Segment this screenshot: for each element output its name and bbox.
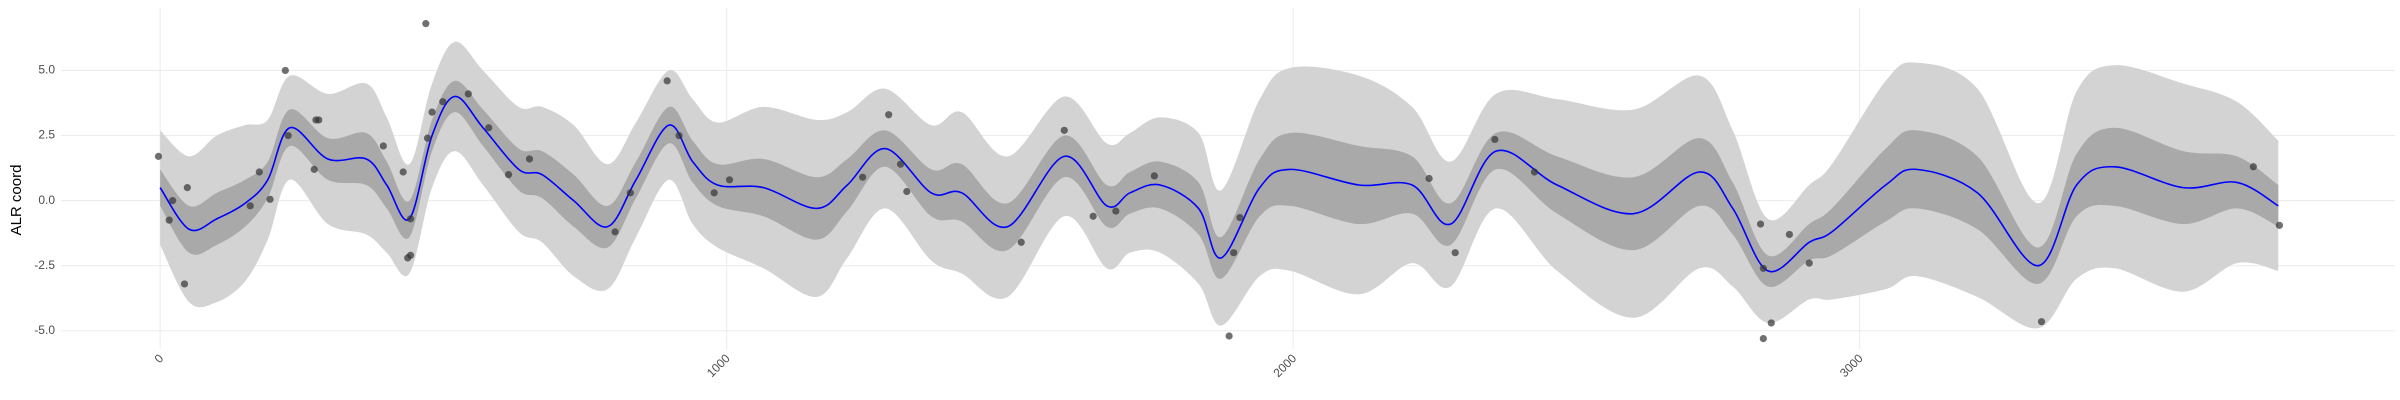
data-point — [1112, 207, 1120, 215]
data-point — [1060, 126, 1068, 134]
x-tick-label: 0 — [152, 351, 167, 366]
data-point — [439, 98, 447, 106]
data-point — [281, 66, 289, 75]
data-point — [1017, 238, 1025, 246]
data-point — [1756, 220, 1765, 228]
data-point — [423, 134, 432, 142]
data-point — [255, 168, 263, 176]
data-point — [504, 170, 513, 179]
y-tick-label: 5.0 — [38, 63, 55, 77]
data-point — [1425, 174, 1433, 183]
data-point — [859, 173, 867, 181]
x-tick-label: 3000 — [1837, 351, 1866, 380]
data-point — [710, 189, 718, 197]
data-point — [2249, 163, 2257, 171]
data-point — [169, 197, 177, 205]
data-point — [1785, 230, 1794, 239]
x-tick-label: 1000 — [704, 351, 733, 380]
data-point — [903, 187, 911, 196]
data-point — [183, 184, 191, 192]
data-point — [1230, 249, 1238, 257]
data-point — [885, 111, 893, 119]
data-point — [525, 155, 534, 163]
y-tick-label: -5.0 — [34, 323, 55, 337]
inner-band — [160, 80, 2279, 288]
data-point — [675, 131, 683, 140]
data-point — [896, 160, 905, 168]
data-point — [310, 165, 318, 173]
data-point — [1759, 264, 1767, 272]
data-point — [1089, 212, 1097, 220]
data-point — [2037, 318, 2046, 326]
data-point — [725, 176, 734, 184]
data-point — [406, 251, 415, 259]
data-point — [165, 216, 173, 224]
data-point — [1451, 249, 1459, 257]
data-point — [315, 116, 323, 124]
data-point — [1150, 172, 1158, 180]
data-point — [1530, 168, 1539, 176]
data-point — [428, 108, 436, 116]
y-tick-label: -2.5 — [34, 258, 55, 272]
data-point — [1805, 259, 1813, 267]
data-point — [266, 195, 274, 203]
data-point — [379, 142, 387, 150]
data-point — [626, 189, 634, 197]
data-point — [246, 202, 254, 210]
data-point — [180, 280, 189, 288]
data-point — [1491, 135, 1499, 144]
data-point — [422, 20, 430, 28]
data-point — [2275, 221, 2284, 229]
data-point — [1236, 213, 1244, 222]
data-point — [663, 77, 671, 85]
y-axis-label: ALR coord — [8, 165, 25, 236]
mean-line — [159, 95, 2279, 273]
data-point — [154, 152, 163, 160]
data-point — [284, 131, 292, 140]
data-point — [1225, 332, 1233, 340]
data-point — [1759, 334, 1767, 343]
data-point — [485, 124, 493, 132]
y-tick-label: 0.0 — [38, 193, 55, 207]
data-point — [1767, 319, 1775, 327]
x-tick-label: 2000 — [1270, 351, 1299, 380]
y-tick-label: 2.5 — [38, 128, 55, 142]
data-point — [399, 168, 407, 176]
data-point — [611, 228, 619, 236]
data-point — [406, 215, 415, 223]
data-point — [464, 90, 472, 98]
